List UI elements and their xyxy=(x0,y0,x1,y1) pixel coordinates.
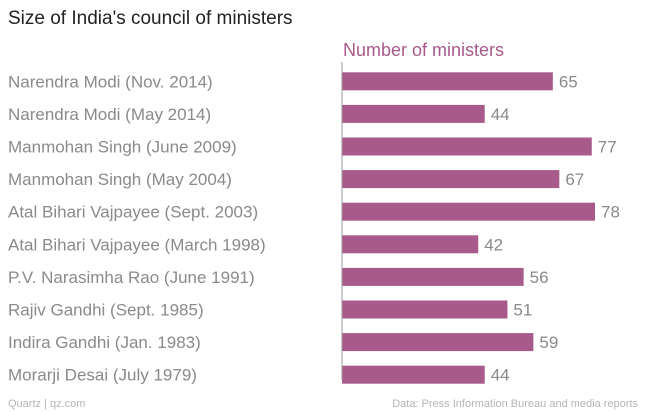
bar xyxy=(342,137,592,156)
bar xyxy=(342,170,560,189)
value-label: 42 xyxy=(484,235,503,254)
bar xyxy=(342,235,479,254)
data-note: Data: Press Information Bureau and media… xyxy=(392,398,638,410)
bar xyxy=(342,300,508,319)
bar xyxy=(342,333,534,352)
category-label: Narendra Modi (Nov. 2014) xyxy=(8,72,213,91)
series-label: Number of ministers xyxy=(343,40,504,60)
bar xyxy=(342,202,595,221)
value-label: 56 xyxy=(530,268,549,287)
category-label: P.V. Narasimha Rao (June 1991) xyxy=(8,268,255,287)
value-label: 44 xyxy=(491,366,510,385)
value-label: 77 xyxy=(598,138,617,157)
bars xyxy=(342,72,595,384)
category-label: Indira Gandhi (Jan. 1983) xyxy=(8,333,201,352)
category-label: Morarji Desai (July 1979) xyxy=(8,366,197,385)
value-label: 59 xyxy=(539,333,558,352)
source-credit: Quartz | qz.com xyxy=(8,398,85,410)
category-label: Atal Bihari Vajpayee (March 1998) xyxy=(8,235,266,254)
value-label: 44 xyxy=(491,105,510,124)
chart-title: Size of India's council of ministers xyxy=(8,8,293,29)
category-label: Manmohan Singh (June 2009) xyxy=(8,138,237,157)
bar xyxy=(342,267,524,286)
category-label: Narendra Modi (May 2014) xyxy=(8,105,211,124)
value-label: 51 xyxy=(513,301,532,320)
category-label: Atal Bihari Vajpayee (Sept. 2003) xyxy=(8,203,258,222)
bar xyxy=(342,365,485,384)
value-label: 65 xyxy=(559,72,578,91)
value-labels: 65 44 77 67 78 42 56 51 59 44 xyxy=(484,72,620,384)
value-label: 78 xyxy=(601,203,620,222)
value-label: 67 xyxy=(565,170,584,189)
category-label: Manmohan Singh (May 2004) xyxy=(8,170,232,189)
category-labels: Narendra Modi (Nov. 2014) Narendra Modi (… xyxy=(8,72,266,384)
bar xyxy=(342,72,553,91)
bar xyxy=(342,104,485,123)
category-label: Rajiv Gandhi (Sept. 1985) xyxy=(8,301,204,320)
